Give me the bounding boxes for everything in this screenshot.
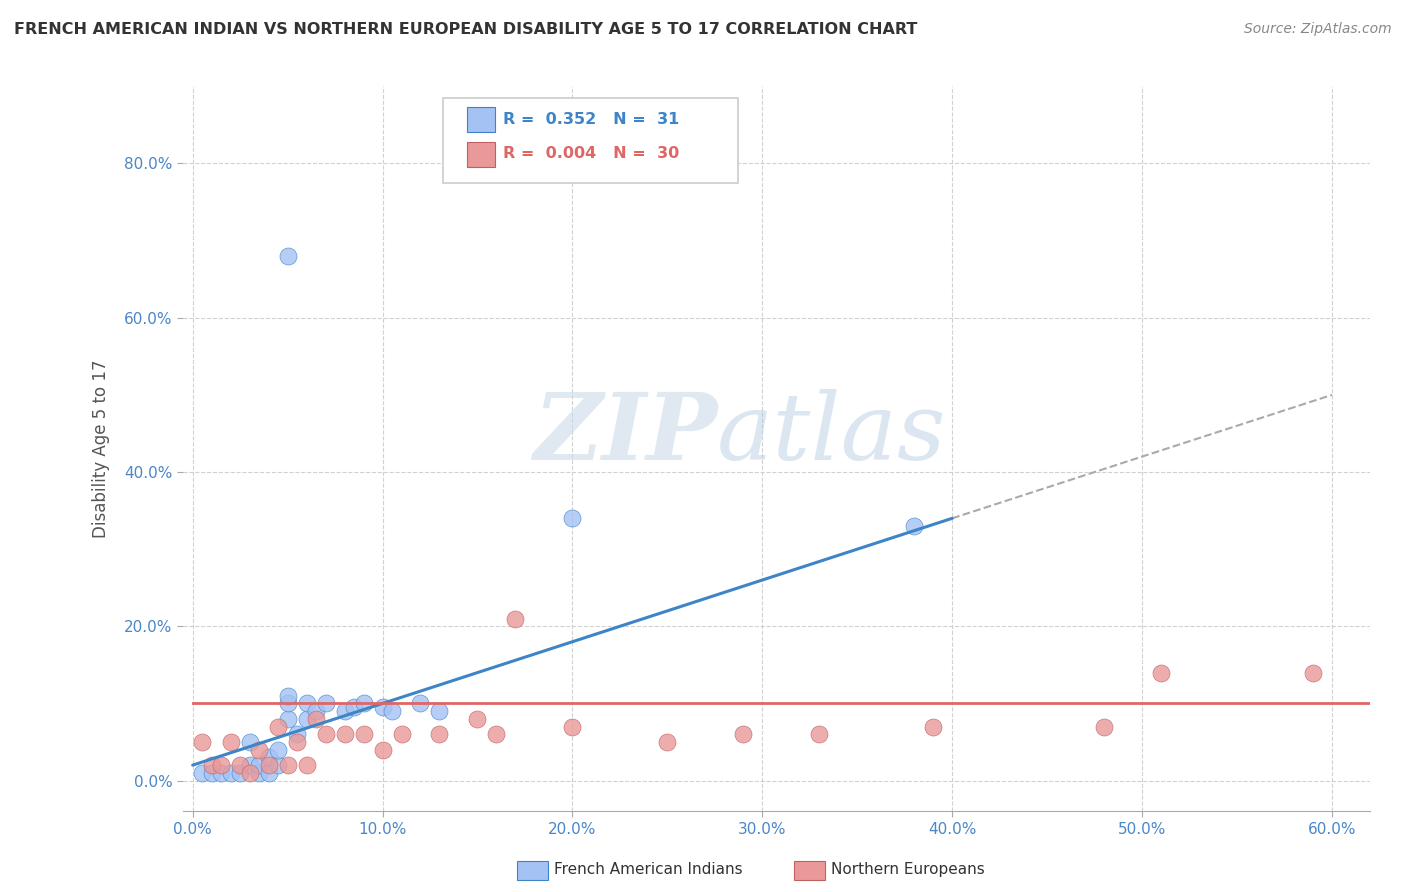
Point xyxy=(371,743,394,757)
Point xyxy=(315,727,337,741)
Point xyxy=(343,700,366,714)
Point xyxy=(267,743,290,757)
Point xyxy=(1302,665,1324,680)
Point xyxy=(219,765,242,780)
Point xyxy=(295,758,318,772)
Point xyxy=(267,720,290,734)
Point xyxy=(808,727,831,741)
Text: atlas: atlas xyxy=(717,390,946,479)
Text: R =  0.004   N =  30: R = 0.004 N = 30 xyxy=(503,146,679,161)
Point xyxy=(657,735,679,749)
Text: R =  0.352   N =  31: R = 0.352 N = 31 xyxy=(503,112,679,127)
Point xyxy=(257,750,280,764)
Point xyxy=(353,727,375,741)
Point xyxy=(295,697,318,711)
Point xyxy=(239,765,262,780)
Point xyxy=(381,704,404,718)
Point xyxy=(201,765,224,780)
Point xyxy=(257,765,280,780)
Point xyxy=(267,758,290,772)
Point xyxy=(277,758,299,772)
Point xyxy=(191,765,214,780)
Point xyxy=(209,765,232,780)
Point xyxy=(277,689,299,703)
Point xyxy=(277,697,299,711)
Point xyxy=(247,743,270,757)
Point xyxy=(333,704,356,718)
Point xyxy=(247,758,270,772)
Point xyxy=(429,704,451,718)
Point xyxy=(239,758,262,772)
Point xyxy=(229,758,252,772)
Point xyxy=(561,511,583,525)
Point xyxy=(733,727,755,741)
Point xyxy=(239,735,262,749)
Point xyxy=(305,712,328,726)
Point xyxy=(353,697,375,711)
Point xyxy=(1150,665,1173,680)
Point xyxy=(333,727,356,741)
Point xyxy=(409,697,432,711)
Text: French American Indians: French American Indians xyxy=(554,863,742,877)
Point xyxy=(295,712,318,726)
Point xyxy=(305,704,328,718)
Point xyxy=(209,758,232,772)
Point xyxy=(201,758,224,772)
Text: FRENCH AMERICAN INDIAN VS NORTHERN EUROPEAN DISABILITY AGE 5 TO 17 CORRELATION C: FRENCH AMERICAN INDIAN VS NORTHERN EUROP… xyxy=(14,22,918,37)
Point xyxy=(315,697,337,711)
Point xyxy=(277,249,299,263)
Point xyxy=(257,758,280,772)
Point xyxy=(561,720,583,734)
Point xyxy=(191,735,214,749)
Point xyxy=(229,765,252,780)
Point xyxy=(903,519,925,533)
Point xyxy=(429,727,451,741)
Point xyxy=(247,765,270,780)
Point xyxy=(285,727,308,741)
Point xyxy=(285,735,308,749)
Point xyxy=(505,612,527,626)
Point xyxy=(371,700,394,714)
Y-axis label: Disability Age 5 to 17: Disability Age 5 to 17 xyxy=(93,359,110,538)
Point xyxy=(1092,720,1115,734)
Point xyxy=(277,712,299,726)
Text: Source: ZipAtlas.com: Source: ZipAtlas.com xyxy=(1244,22,1392,37)
Point xyxy=(922,720,945,734)
Point xyxy=(485,727,508,741)
Point xyxy=(219,735,242,749)
Point xyxy=(467,712,489,726)
Text: ZIP: ZIP xyxy=(533,390,717,479)
Text: Northern Europeans: Northern Europeans xyxy=(831,863,984,877)
Point xyxy=(391,727,413,741)
